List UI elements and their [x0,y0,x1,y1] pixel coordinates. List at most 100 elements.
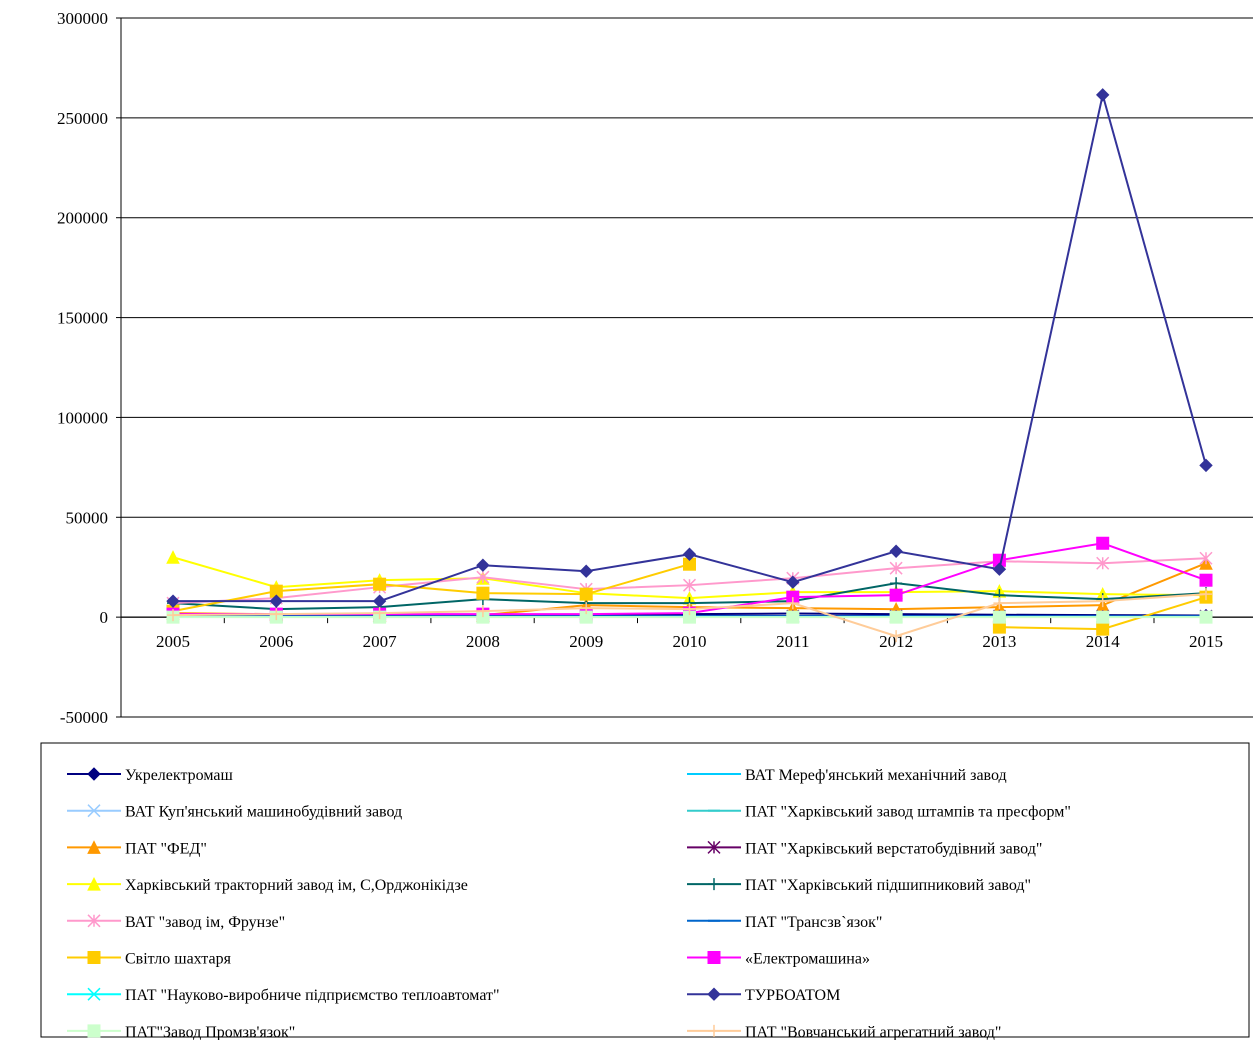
legend-marker [708,1024,720,1037]
data-point [476,605,489,618]
legend-item: ПАТ "Харківський верстатобудівний завод" [687,840,1042,857]
y-tick-label: 100000 [57,408,108,427]
legend-label: ВАТ Мереф'янський механічний завод [745,767,1007,784]
legend-item: ВАТ "завод ім, Фрунзе" [67,914,285,931]
legend-marker [87,840,101,854]
legend-item: ПАТ "Науково-виробниче підприємство тепл… [67,987,500,1004]
legend-label: ПАТ "Вовчанський агрегатний завод" [745,1024,1001,1040]
data-point [1200,588,1212,601]
x-tick-label: 2006 [259,632,293,651]
legend-item: Укрелектромаш [67,767,233,784]
legend-item: ПАТ "Трансзв`язок" [687,914,882,931]
data-point [786,610,800,624]
legend-item: ВАТ Мереф'янський механічний завод [687,767,1007,784]
legend-label: ВАТ Куп'янський машинобудівний завод [125,804,402,821]
data-point [992,562,1007,576]
x-tick-label: 2013 [982,632,1016,651]
data-point [1199,573,1213,587]
legend-label: ПАТ "Харківський підшипниковий завод" [745,877,1031,894]
data-point [992,610,1006,624]
data-point [682,547,697,561]
y-tick-label: -50000 [60,708,108,727]
y-tick-label: 0 [100,608,109,627]
legend-item: Світло шахтаря [67,951,232,968]
data-point [1096,610,1110,624]
legend-marker [87,1024,101,1038]
data-point [682,578,697,592]
data-point [579,587,593,601]
data-point [1095,88,1110,102]
data-point [890,577,903,590]
data-point [373,577,387,591]
data-point [889,588,903,602]
legend-marker [87,987,101,1001]
data-point [683,603,696,616]
legend-marker [707,840,721,854]
y-tick-label: 200000 [57,209,108,228]
data-point [1096,556,1110,570]
x-tick-label: 2011 [776,632,809,651]
legend-label: ПАТ "ФЕД" [125,840,207,857]
data-point [476,558,490,572]
series-lines [166,88,1213,643]
series-16 [167,588,1212,643]
legend-marker [707,987,721,1001]
legend-marker [87,876,101,891]
legend-label: ПАТ"Завод Промзв'язок" [125,1024,295,1040]
legend-label: ВАТ "завод ім, Фрунзе" [125,914,285,931]
data-point [166,550,180,564]
x-tick-label: 2009 [569,632,603,651]
legend-item: ПАТ "ФЕД" [67,840,207,857]
legend-item: ВАТ Куп'янський машинобудівний завод [67,804,402,821]
legend-item: ТУРБОАТОМ [687,987,840,1004]
y-axis-tick-labels: 300000 250000 200000 150000 100000 50000 0 -500… [57,9,108,727]
data-point [476,586,490,600]
y-tick-label: 300000 [57,9,108,28]
series-11 [166,557,1213,636]
data-point [270,608,283,621]
legend-item: «Електромашина» [687,951,870,968]
data-point [166,594,180,608]
y-tick-label: 50000 [66,508,109,527]
data-point [1096,536,1110,550]
x-tick-label: 2010 [673,632,707,651]
legend-item: ПАТ "Вовчанський агрегатний завод" [687,1024,1001,1040]
legend-label: Світло шахтаря [125,951,232,968]
y-tick-label: 250000 [57,109,108,128]
legend-label: ПАТ "Трансзв`язок" [745,914,882,931]
legend-marker [708,878,720,891]
legend-label: Укрелектромаш [125,767,233,784]
data-point [1096,595,1109,608]
legend-item: Харківський тракторний завод ім, С,Орджо… [67,876,468,894]
data-point [372,594,387,608]
legend-marker [87,804,101,818]
legend-label: Харківський тракторний завод ім, С,Орджо… [125,877,468,894]
data-point [993,597,1006,610]
legend-label: ТУРБОАТОМ [745,987,840,1004]
data-point [373,607,386,620]
data-point [1199,551,1213,565]
data-point [890,630,903,643]
y-tick-label: 150000 [57,309,108,328]
x-axis-tick-labels: 2005 2006 2007 2008 2009 2010 2011 2012 2013 2014… [156,632,1223,651]
legend-marker [707,951,721,964]
data-point [786,597,799,610]
legend-marker [87,767,101,781]
legend-label: ПАТ "Харківський верстатобудівний завод" [745,840,1042,857]
series-line [173,94,1207,603]
legend-item: ПАТ "Харківський підшипниковий завод" [687,877,1031,894]
data-point [1199,458,1213,473]
series-14 [166,88,1213,608]
data-point [1096,622,1110,636]
x-tick-label: 2014 [1086,632,1121,651]
legend: Укрелектромаш ВАТ Мереф'янський механічни… [67,767,1071,1040]
x-tick-label: 2005 [156,632,190,651]
data-point [579,564,593,578]
legend-label: ПАТ "Науково-виробниче підприємство тепл… [125,987,500,1004]
x-tick-label: 2008 [466,632,500,651]
legend-item: ПАТ"Завод Промзв'язок" [67,1024,295,1040]
legend-marker [87,914,101,928]
data-point [1199,610,1213,624]
legend-box [40,742,1250,1038]
